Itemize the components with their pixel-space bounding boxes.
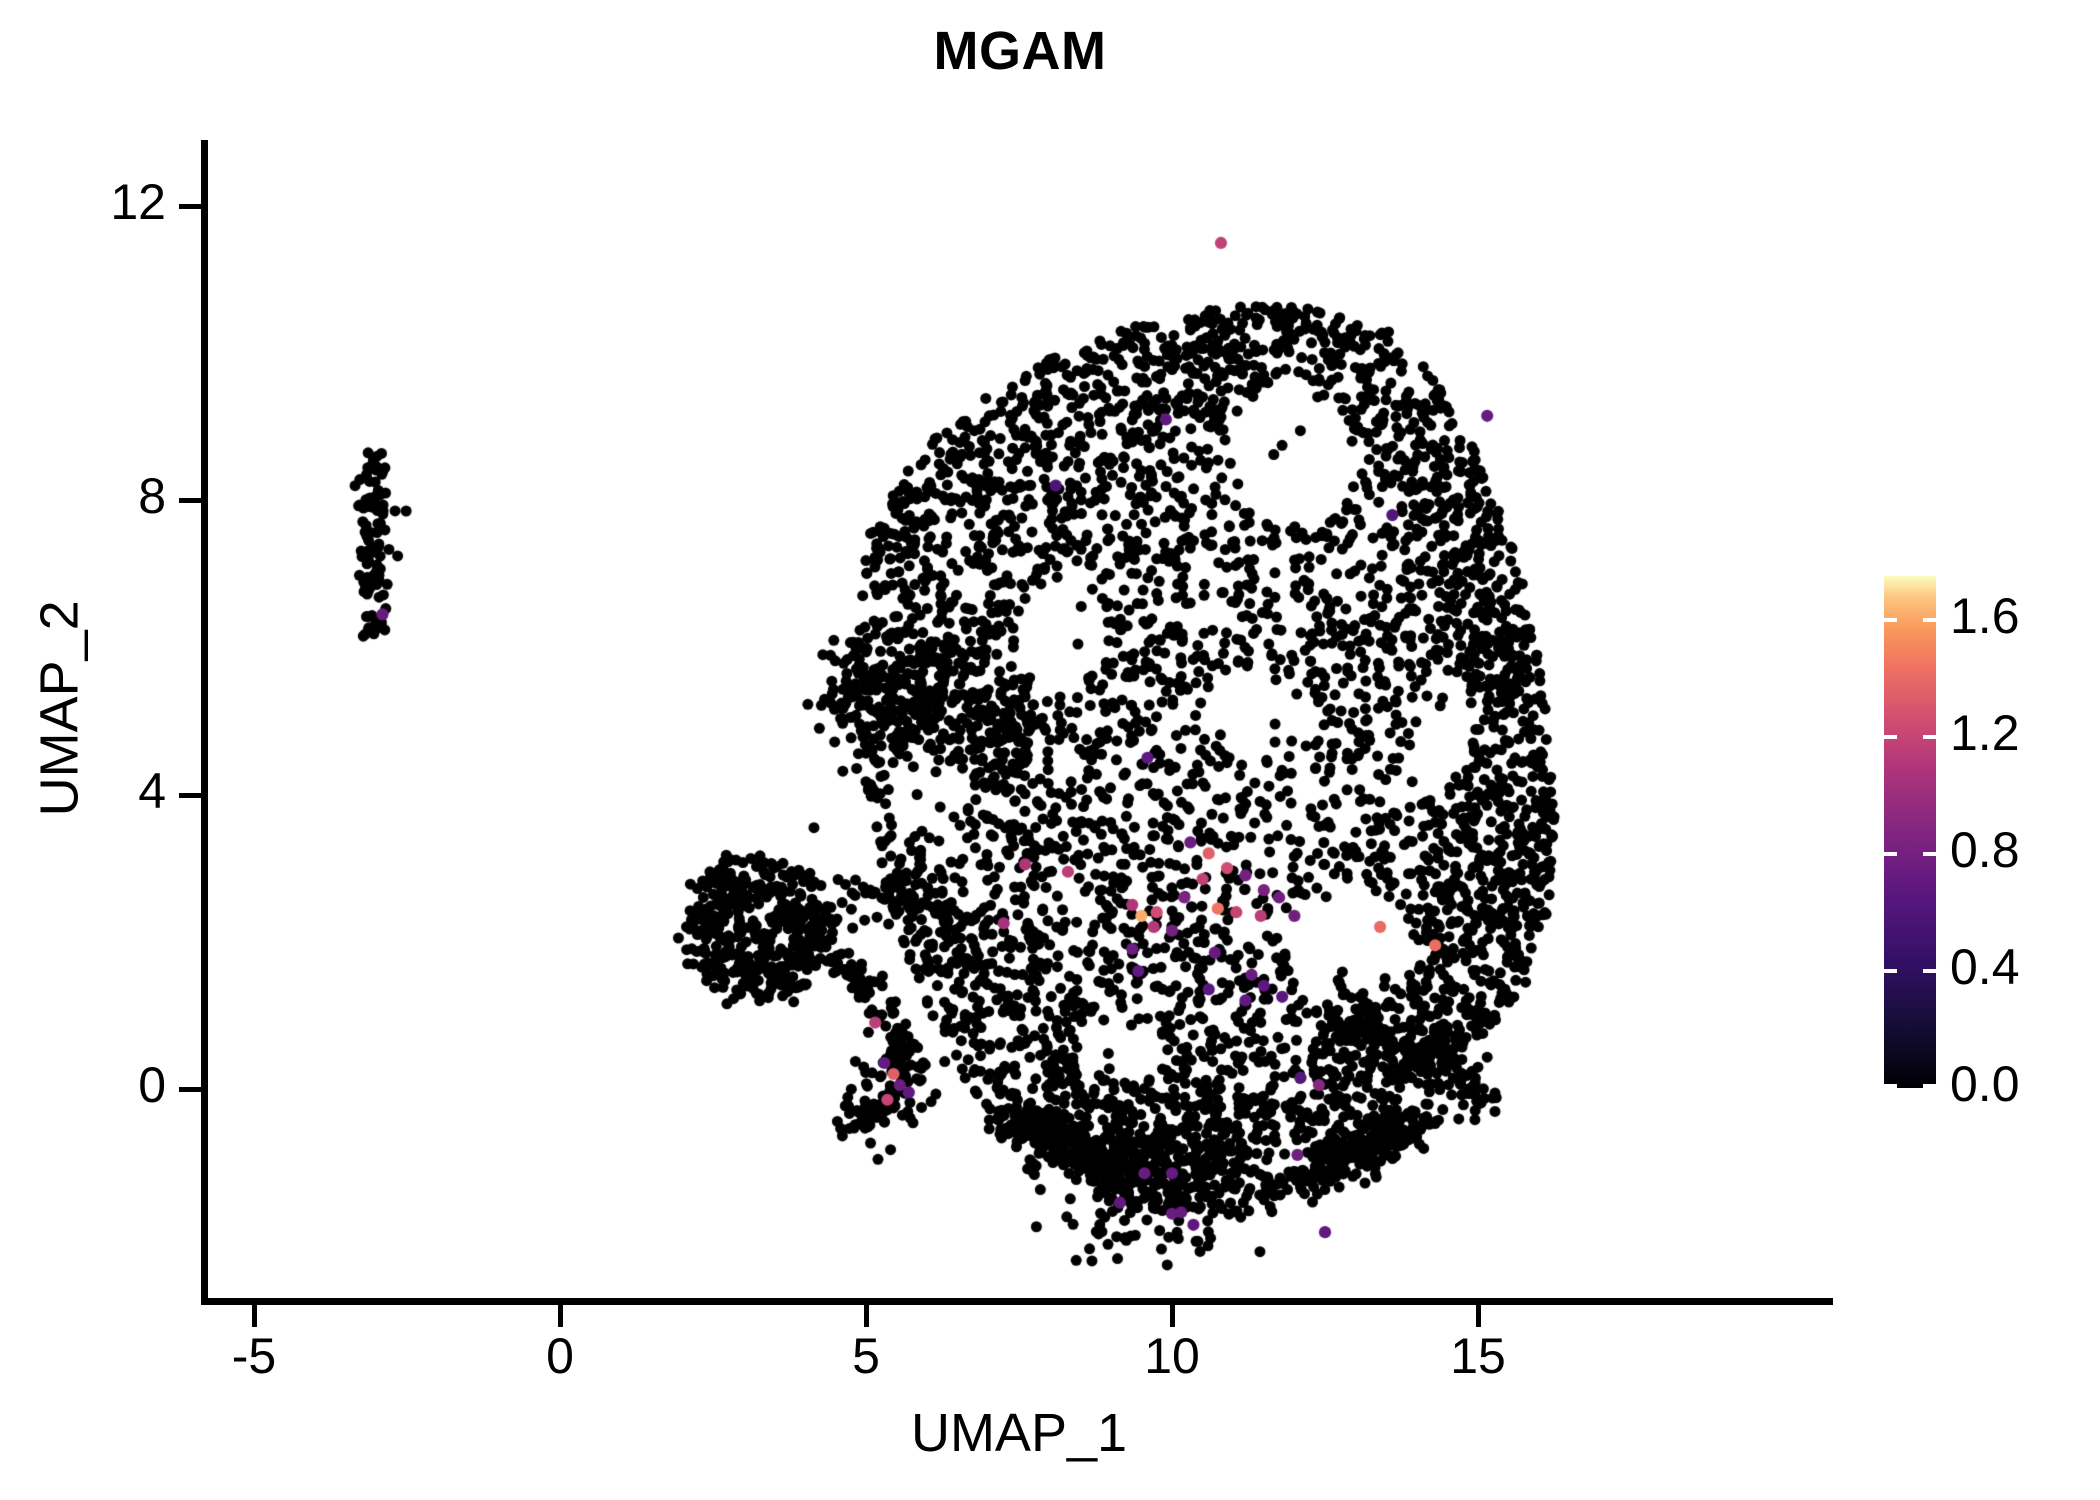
y-tick-mark	[179, 1086, 201, 1092]
y-axis-title: UMAP_2	[29, 600, 90, 817]
y-tick-label: 4	[138, 762, 166, 819]
x-tick-label: 0	[546, 1328, 574, 1384]
colorbar-tick-label: 0.0	[1950, 1056, 2020, 1112]
colorbar-tick-label: 0.8	[1950, 821, 2020, 878]
x-axis-title: UMAP_1	[910, 1403, 1128, 1463]
x-tick-label: 15	[1450, 1328, 1506, 1384]
x-tick-label: -5	[231, 1328, 277, 1384]
y-tick-label: 8	[138, 468, 166, 525]
y-tick-mark	[179, 792, 201, 798]
colorbar-tick-label: 1.2	[1950, 704, 2020, 761]
y-tick-label: 12	[110, 174, 166, 231]
colorbar-tick-label: 1.6	[1950, 587, 2020, 644]
x-tick-mark	[863, 1305, 869, 1327]
page-title: MGAM	[933, 21, 1107, 81]
scatter-plot-canvas	[205, 140, 1833, 1302]
y-tick-mark	[179, 498, 201, 504]
y-tick-label: 0	[138, 1056, 166, 1113]
colorbar-legend: 1.6 1.2 0.8 0.4 0.0	[1884, 576, 2094, 1110]
x-tick-mark	[251, 1305, 257, 1327]
x-tick-label: 5	[852, 1328, 880, 1384]
x-tick-label: 10	[1144, 1328, 1200, 1384]
y-axis-line	[201, 140, 208, 1303]
colorbar-gradient	[1884, 576, 1936, 1088]
x-tick-mark	[1170, 1305, 1175, 1327]
y-tick-mark	[179, 204, 201, 210]
plot-panel	[205, 140, 1833, 1302]
x-tick-mark	[557, 1305, 563, 1327]
colorbar-tick-label: 0.4	[1950, 938, 2020, 995]
x-tick-mark	[1476, 1305, 1482, 1327]
x-axis-line	[201, 1298, 1833, 1305]
